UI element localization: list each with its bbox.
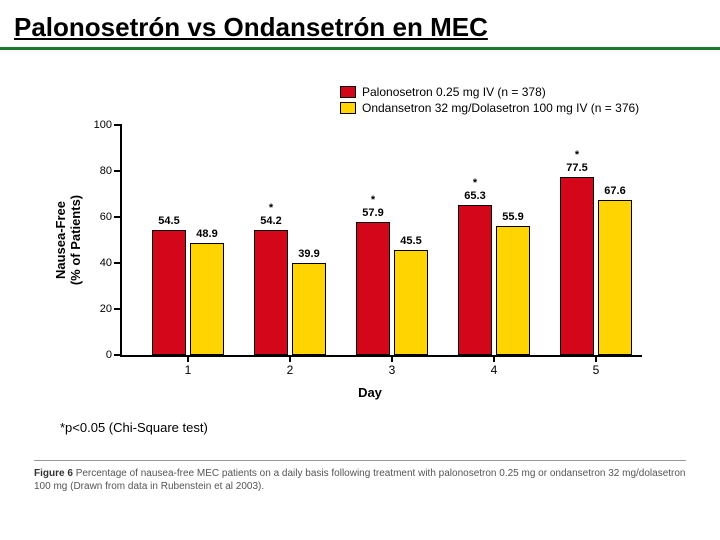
bar <box>394 250 428 355</box>
y-tick-label: 80 <box>100 165 112 177</box>
x-tick-label: 2 <box>287 363 294 377</box>
x-tick-label: 4 <box>491 363 498 377</box>
legend-item-0: Palonosetron 0.25 mg IV (n = 378) <box>340 85 639 99</box>
bar <box>356 222 390 355</box>
legend-swatch-0 <box>340 86 356 98</box>
slide-title: Palonosetrón vs Ondansetrón en MEC <box>0 0 720 43</box>
legend: Palonosetron 0.25 mg IV (n = 378) Ondans… <box>340 85 639 117</box>
legend-item-1: Ondansetron 32 mg/Dolasetron 100 mg IV (… <box>340 101 639 115</box>
x-tick-label: 3 <box>389 363 396 377</box>
y-tick-label: 100 <box>94 119 112 131</box>
title-rule <box>0 47 720 50</box>
significance-star: * <box>575 149 579 161</box>
bar <box>292 263 326 355</box>
bar <box>496 226 530 355</box>
bar-value-label: 39.9 <box>298 248 319 260</box>
bar-value-label: 77.5 <box>566 162 587 174</box>
y-tick-label: 0 <box>106 349 112 361</box>
x-tick-label: 5 <box>593 363 600 377</box>
caption-lead: Figure 6 <box>34 468 73 479</box>
y-tick-label: 20 <box>100 303 112 315</box>
significance-star: * <box>371 194 375 206</box>
y-axis-title: Nausea-Free (% of Patients) <box>53 195 83 285</box>
chart-area: Palonosetron 0.25 mg IV (n = 378) Ondans… <box>70 85 670 415</box>
significance-star: * <box>473 177 477 189</box>
bar <box>152 230 186 355</box>
caption-text: Percentage of nausea-free MEC patients o… <box>34 468 686 492</box>
significance-star: * <box>269 202 273 214</box>
legend-swatch-1 <box>340 102 356 114</box>
bar <box>598 200 632 355</box>
figure-caption: Figure 6 Percentage of nausea-free MEC p… <box>34 460 686 493</box>
bar <box>190 243 224 355</box>
bar-value-label: 54.2 <box>260 215 281 227</box>
plot-region: 02040608010054.548.9154.2*39.9257.9*45.5… <box>120 125 642 357</box>
y-tick-label: 40 <box>100 257 112 269</box>
bar-value-label: 67.6 <box>604 185 625 197</box>
footnote: *p<0.05 (Chi-Square test) <box>60 420 208 435</box>
legend-label-0: Palonosetron 0.25 mg IV (n = 378) <box>362 85 546 99</box>
bar-value-label: 65.3 <box>464 190 485 202</box>
legend-label-1: Ondansetron 32 mg/Dolasetron 100 mg IV (… <box>362 101 639 115</box>
x-axis-title: Day <box>70 385 670 400</box>
y-tick-label: 60 <box>100 211 112 223</box>
bar-value-label: 45.5 <box>400 235 421 247</box>
bar-value-label: 57.9 <box>362 207 383 219</box>
x-tick-label: 1 <box>185 363 192 377</box>
bar <box>560 177 594 355</box>
bar-value-label: 54.5 <box>158 215 179 227</box>
bar <box>254 230 288 355</box>
bar-value-label: 48.9 <box>196 228 217 240</box>
bar-value-label: 55.9 <box>502 211 523 223</box>
bar <box>458 205 492 355</box>
